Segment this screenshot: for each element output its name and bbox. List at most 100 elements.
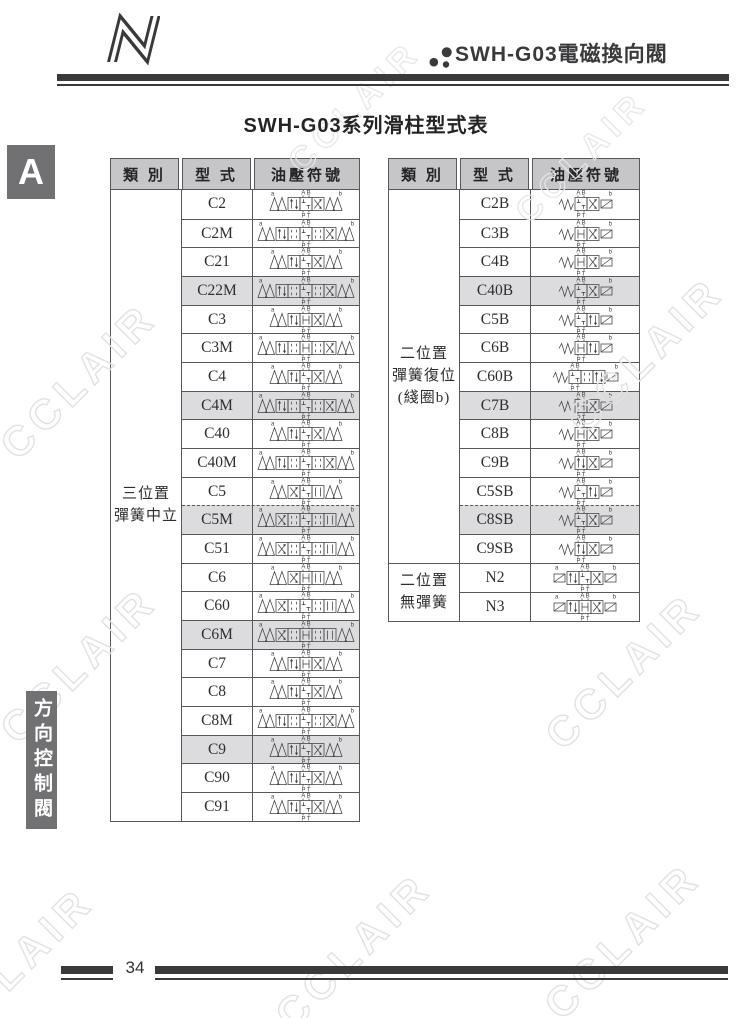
svg-text:A B: A B (301, 478, 310, 484)
svg-text:A B: A B (301, 535, 310, 541)
valve-symbol-C3M: A B P T a b (257, 335, 355, 363)
svg-text:P T: P T (576, 358, 585, 363)
svg-text:a: a (259, 278, 263, 284)
table-row: C91 A B P T a b (182, 792, 359, 822)
table-row: C90 A B P T a b (182, 763, 359, 793)
type-cell: N2 (460, 563, 531, 593)
svg-text:A B: A B (301, 679, 310, 685)
svg-text:P T: P T (580, 588, 589, 593)
type-cell: C40 (182, 420, 253, 449)
symbol-cell: A B P T b (531, 363, 639, 392)
type-cell: C6M (182, 621, 253, 649)
svg-text:a: a (259, 594, 263, 600)
valve-symbol-N2: A B P T a b (553, 564, 617, 593)
svg-text:P T: P T (301, 759, 310, 764)
table-row: C8 A B P T a b (182, 677, 359, 707)
svg-text:b: b (339, 680, 343, 686)
valve-symbol-C22M: A B P T a b (257, 277, 355, 306)
table-row: C2M A B P T a b (182, 218, 359, 249)
svg-text:b: b (608, 278, 612, 284)
type-cell: C7 (182, 649, 253, 678)
type-cell: C3M (182, 334, 253, 363)
type-cell: C40B (460, 277, 531, 305)
watermark: CCLAIR (534, 852, 711, 1018)
type-cell: C60 (182, 592, 253, 621)
valve-symbol-C4: A B P T a b (269, 363, 343, 392)
type-cell: N3 (460, 593, 531, 622)
svg-text:A B: A B (301, 335, 310, 341)
svg-text:b: b (608, 537, 612, 543)
valve-symbol-C5M: A B P T a b (257, 507, 355, 535)
header-dots-icon (429, 47, 452, 68)
valve-symbol-C8B: A B P T b (558, 421, 612, 449)
symbol-cell: A B P T a b (253, 478, 359, 507)
svg-text:A B: A B (570, 363, 579, 369)
table-row: C51 A B P T a b (182, 534, 359, 564)
table-row: C21 A B P T a b (182, 247, 359, 277)
footer-rule-right-thin (155, 978, 728, 980)
svg-text:a: a (271, 795, 275, 801)
svg-text:A B: A B (301, 220, 310, 226)
type-cell: C9SB (460, 535, 531, 563)
svg-text:A B: A B (301, 793, 310, 799)
svg-text:b: b (608, 250, 612, 256)
column-header-category: 類 別 (388, 158, 457, 190)
svg-text:P T: P T (301, 788, 310, 793)
svg-text:b: b (608, 422, 612, 428)
svg-text:P T: P T (301, 817, 310, 822)
svg-text:a: a (271, 422, 275, 428)
svg-text:A B: A B (301, 191, 310, 197)
type-cell: C3B (460, 219, 531, 248)
category-label: 彈簧中立 (113, 508, 178, 525)
category-cell: 二位置 無彈簧 (389, 563, 460, 622)
svg-text:A B: A B (301, 765, 310, 771)
valve-symbol-N3: A B P T a b (553, 594, 617, 622)
svg-text:a: a (271, 651, 275, 657)
symbol-cell: A B P T a b (253, 564, 359, 593)
valve-symbol-C7: A B P T a b (269, 650, 343, 679)
symbol-cell: A B P T a b (253, 449, 359, 478)
symbol-cell: A B P T b (531, 478, 639, 507)
valve-symbol-C9B: A B P T b (558, 449, 612, 478)
svg-text:b: b (608, 450, 612, 456)
category-label: 三位置 (121, 486, 170, 503)
svg-text:b: b (608, 221, 612, 227)
table-row: C40M A B P T a b (182, 448, 359, 478)
table-row: C4 A B P T a b (182, 362, 359, 392)
category-cell: 三位置 彈簧中立 (111, 190, 182, 821)
svg-text:A B: A B (301, 363, 310, 369)
svg-text:b: b (608, 307, 612, 313)
category-label: 彈簧復位 (391, 368, 456, 385)
symbol-cell: A B P T a b (253, 248, 359, 277)
symbol-cell: A B P T a b (253, 220, 359, 249)
column-header-symbol: 油壓符號 (254, 158, 360, 190)
svg-text:P T: P T (576, 272, 585, 277)
symbol-cell: A B P T a b (253, 334, 359, 363)
svg-text:a: a (259, 709, 263, 715)
table-row: C3B A B P T b (460, 218, 639, 249)
valve-symbol-C5SB: A B P T b (558, 478, 612, 507)
svg-text:P T: P T (301, 415, 310, 420)
footer-bar-left (61, 966, 113, 974)
symbol-cell: A B P T b (531, 190, 639, 219)
svg-text:b: b (339, 422, 343, 428)
valve-symbol-C3: A B P T a b (269, 306, 343, 335)
svg-text:P T: P T (301, 530, 310, 535)
symbol-cell: A B P T b (531, 306, 639, 335)
valve-symbol-C5: A B P T a b (269, 478, 343, 507)
symbol-cell: A B P T a b (253, 678, 359, 707)
svg-text:A B: A B (576, 249, 585, 255)
symbol-cell: A B P T a b (253, 190, 359, 219)
symbol-cell: A B P T b (531, 449, 639, 478)
svg-text:b: b (339, 192, 343, 198)
category-label: (綫圈b) (397, 390, 451, 407)
svg-text:P T: P T (301, 587, 310, 592)
svg-text:b: b (351, 221, 355, 227)
brand-logo-icon (107, 12, 160, 66)
svg-text:a: a (271, 565, 275, 571)
